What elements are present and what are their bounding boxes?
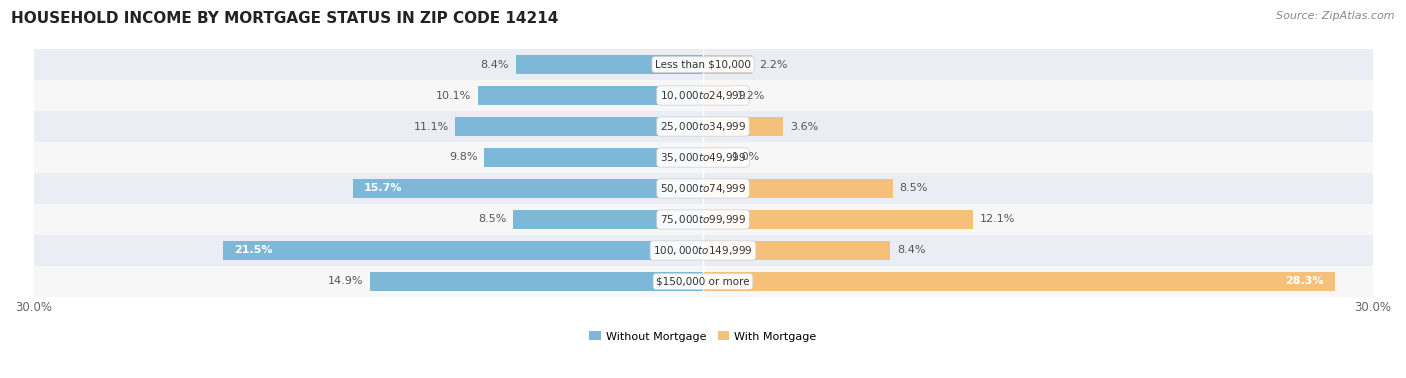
Text: 1.0%: 1.0%	[733, 152, 761, 163]
Bar	[478, 86, 703, 105]
Bar	[703, 117, 783, 136]
Text: 1.2%: 1.2%	[737, 90, 765, 101]
Legend: Without Mortgage, With Mortgage: Without Mortgage, With Mortgage	[585, 327, 821, 346]
Text: $150,000 or more: $150,000 or more	[657, 276, 749, 287]
Bar	[703, 55, 752, 74]
Bar	[34, 142, 1372, 173]
Text: 28.3%: 28.3%	[1285, 276, 1323, 287]
Bar	[456, 117, 703, 136]
Bar	[703, 86, 730, 105]
Bar	[34, 111, 1372, 142]
Text: 12.1%: 12.1%	[980, 214, 1015, 225]
Bar	[353, 179, 703, 198]
Text: $10,000 to $24,999: $10,000 to $24,999	[659, 89, 747, 102]
Text: 8.4%: 8.4%	[481, 59, 509, 70]
Bar	[484, 148, 703, 167]
Text: HOUSEHOLD INCOME BY MORTGAGE STATUS IN ZIP CODE 14214: HOUSEHOLD INCOME BY MORTGAGE STATUS IN Z…	[11, 11, 558, 26]
Bar	[34, 49, 1372, 80]
Text: $75,000 to $99,999: $75,000 to $99,999	[659, 213, 747, 226]
Bar	[224, 241, 703, 260]
Text: 10.1%: 10.1%	[436, 90, 471, 101]
Text: 21.5%: 21.5%	[235, 245, 273, 256]
Text: Less than $10,000: Less than $10,000	[655, 59, 751, 70]
Bar	[703, 148, 725, 167]
Bar	[703, 210, 973, 229]
Text: 15.7%: 15.7%	[364, 183, 402, 194]
Bar	[34, 235, 1372, 266]
Text: $100,000 to $149,999: $100,000 to $149,999	[654, 244, 752, 257]
Text: 8.5%: 8.5%	[478, 214, 506, 225]
Text: 11.1%: 11.1%	[413, 121, 449, 132]
Text: 8.4%: 8.4%	[897, 245, 925, 256]
Text: 14.9%: 14.9%	[328, 276, 364, 287]
Bar	[34, 266, 1372, 297]
Bar	[516, 55, 703, 74]
Text: 8.5%: 8.5%	[900, 183, 928, 194]
Bar	[34, 173, 1372, 204]
Text: 2.2%: 2.2%	[759, 59, 787, 70]
Text: 9.8%: 9.8%	[449, 152, 478, 163]
Bar	[703, 241, 890, 260]
Text: Source: ZipAtlas.com: Source: ZipAtlas.com	[1277, 11, 1395, 21]
Text: $50,000 to $74,999: $50,000 to $74,999	[659, 182, 747, 195]
Bar	[703, 272, 1334, 291]
Bar	[371, 272, 703, 291]
Bar	[34, 80, 1372, 111]
Bar	[703, 179, 893, 198]
Text: $35,000 to $49,999: $35,000 to $49,999	[659, 151, 747, 164]
Bar	[34, 204, 1372, 235]
Text: 3.6%: 3.6%	[790, 121, 818, 132]
Text: $25,000 to $34,999: $25,000 to $34,999	[659, 120, 747, 133]
Bar	[513, 210, 703, 229]
